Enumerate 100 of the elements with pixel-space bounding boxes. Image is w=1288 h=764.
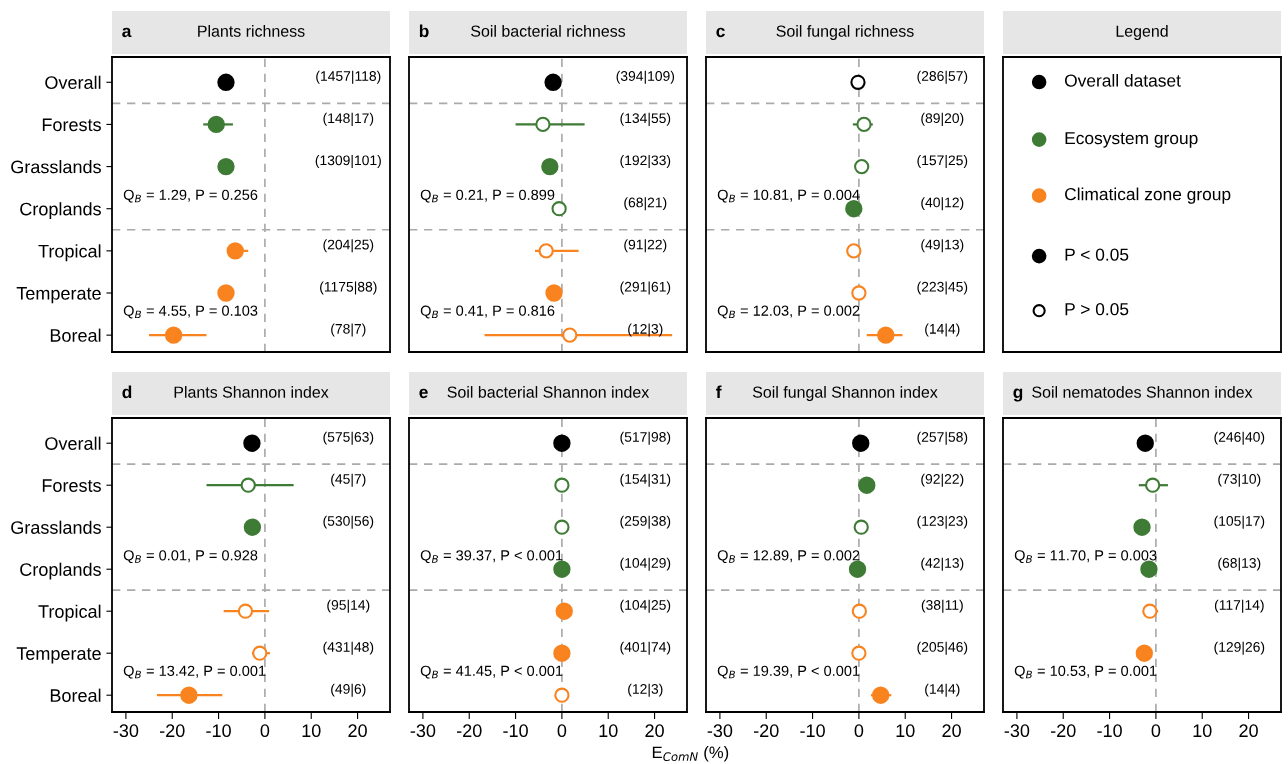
text: (291|61) — [620, 281, 671, 295]
text: (95|14) — [327, 599, 370, 613]
text: (49|13) — [921, 239, 964, 253]
y-tick-label: Boreal — [50, 328, 101, 342]
y-tick-label: Forests — [42, 479, 101, 492]
text: (246|40) — [1214, 431, 1265, 445]
text: (73|10) — [1218, 473, 1261, 487]
chart-title: Soil bacterial richness — [471, 25, 626, 37]
text: (89|20) — [921, 112, 964, 126]
text: (105|17) — [1214, 515, 1265, 529]
annotation: Q$_{B}$ = 11.70, P = 0.003 — [1014, 550, 1157, 564]
text: (157|25) — [917, 155, 968, 169]
chart-title: Soil fungal richness — [776, 25, 914, 40]
annotation: Q$_{B}$ = 12.89, P = 0.002 — [717, 550, 860, 564]
text: (257|58) — [917, 431, 968, 445]
chart-subtitle: g — [1013, 388, 1023, 402]
x-tick-label: 20 — [942, 724, 961, 738]
y-tick-label: Tropical — [38, 244, 101, 262]
annotation: Q$_{B}$ = 19.39, P < 0.001 — [717, 665, 860, 679]
annotation: Q$_{B}$ = 10.53, P = 0.001 — [1014, 665, 1157, 679]
y-tick-label: Grasslands — [11, 160, 101, 174]
text: (12|3) — [628, 323, 663, 337]
x-tick-label: 10 — [599, 724, 618, 738]
text: (129|26) — [1214, 641, 1265, 655]
text: (259|38) — [620, 515, 671, 529]
annotation: Q$_{B}$ = 0.21, P = 0.899 — [420, 189, 555, 203]
chart-subtitle: a — [122, 27, 132, 38]
text: (401|74) — [620, 641, 671, 655]
x-tick-label: -10 — [503, 724, 528, 738]
text: (394|109) — [616, 70, 675, 84]
text: (68|21) — [624, 197, 667, 211]
y-tick-label: Tropical — [38, 604, 101, 622]
text: (117|14) — [1214, 599, 1264, 613]
x-tick-label: -30 — [410, 724, 436, 738]
x-tick-label: -30 — [707, 724, 733, 738]
text: (192|33) — [620, 155, 671, 169]
text: (78|7) — [331, 323, 366, 337]
x-tick-label: 20 — [348, 724, 367, 738]
text: (148|17) — [323, 112, 374, 126]
legend-label: Overall dataset — [1064, 73, 1181, 87]
x-tick-label: 0 — [260, 724, 270, 738]
x-tick-label: -10 — [800, 724, 825, 738]
text: (123|23) — [917, 515, 968, 529]
chart-subtitle: e — [419, 388, 428, 399]
text: (575|63) — [323, 431, 374, 445]
text: (12|3) — [628, 683, 663, 697]
x-tick-label: -10 — [1097, 724, 1122, 738]
text: (14|4) — [925, 323, 960, 337]
annotation: Q$_{B}$ = 10.81, P = 0.004 — [717, 189, 860, 203]
legend-label: Ecosystem group — [1065, 132, 1198, 148]
annotation: Q$_{B}$ = 12.03, P = 0.002 — [717, 305, 860, 319]
text: (134|55) — [620, 112, 671, 126]
annotation: Q$_{B}$ = 1.29, P = 0.256 — [123, 189, 258, 203]
x-tick-label: -20 — [159, 724, 185, 738]
text: (154|31) — [620, 473, 671, 487]
text: (68|13) — [1218, 557, 1261, 571]
x-tick-label: 0 — [1151, 724, 1161, 738]
y-tick-label: Forests — [42, 118, 101, 132]
chart-title: Soil fungal Shannon index — [752, 386, 938, 401]
text: Legend — [1116, 25, 1168, 40]
chart-subtitle: c — [716, 27, 725, 38]
annotation: Q$_{B}$ = 4.55, P = 0.103 — [123, 305, 258, 319]
annotation: Q$_{B}$ = 13.42, P = 0.001 — [123, 665, 266, 679]
text: (223|45) — [917, 281, 968, 295]
x-tick-label: -30 — [113, 724, 139, 738]
text: (1175|88) — [320, 281, 377, 295]
y-tick-label: Grasslands — [11, 520, 101, 534]
text: (14|4) — [925, 683, 960, 697]
annotation: Q$_{B}$ = 39.37, P < 0.001 — [420, 550, 563, 564]
text: (45|7) — [331, 473, 366, 487]
y-tick-label: Croplands — [20, 562, 101, 580]
text: (38|11) — [921, 599, 963, 613]
legend-label: P > 0.05 — [1065, 303, 1129, 316]
y-tick-label: Overall — [45, 436, 101, 450]
x-tick-label: -20 — [456, 724, 482, 738]
text: (104|25) — [620, 599, 671, 613]
chart-subtitle: f — [716, 385, 722, 398]
chart-title: Soil bacterial Shannon index — [447, 386, 650, 398]
annotation: Q$_{B}$ = 0.41, P = 0.816 — [420, 305, 555, 319]
x-tick-label: 10 — [302, 724, 321, 738]
x-axis-title: E$_{ComN}$ (%) — [652, 746, 729, 762]
text: (91|22) — [624, 239, 667, 253]
x-tick-label: 10 — [1193, 724, 1212, 738]
x-tick-label: 0 — [557, 724, 567, 738]
x-tick-label: 20 — [1239, 724, 1258, 738]
text: (1457|118) — [316, 70, 381, 84]
x-tick-label: -30 — [1004, 724, 1030, 738]
chart-subtitle: d — [122, 385, 132, 399]
text: (1309|101) — [315, 155, 381, 169]
text: (40|12) — [921, 197, 964, 211]
legend-label: Climatical zone group — [1065, 187, 1231, 204]
text: (530|56) — [323, 515, 374, 529]
text: (517|98) — [620, 431, 671, 445]
x-tick-label: -20 — [1050, 724, 1076, 738]
chart-subtitle: b — [419, 24, 429, 38]
annotation: Q$_{B}$ = 41.45, P < 0.001 — [420, 665, 563, 679]
text: (286|57) — [917, 70, 968, 84]
text: (204|25) — [323, 239, 374, 253]
x-tick-label: 10 — [896, 724, 915, 738]
legend-label: P < 0.05 — [1065, 248, 1129, 261]
